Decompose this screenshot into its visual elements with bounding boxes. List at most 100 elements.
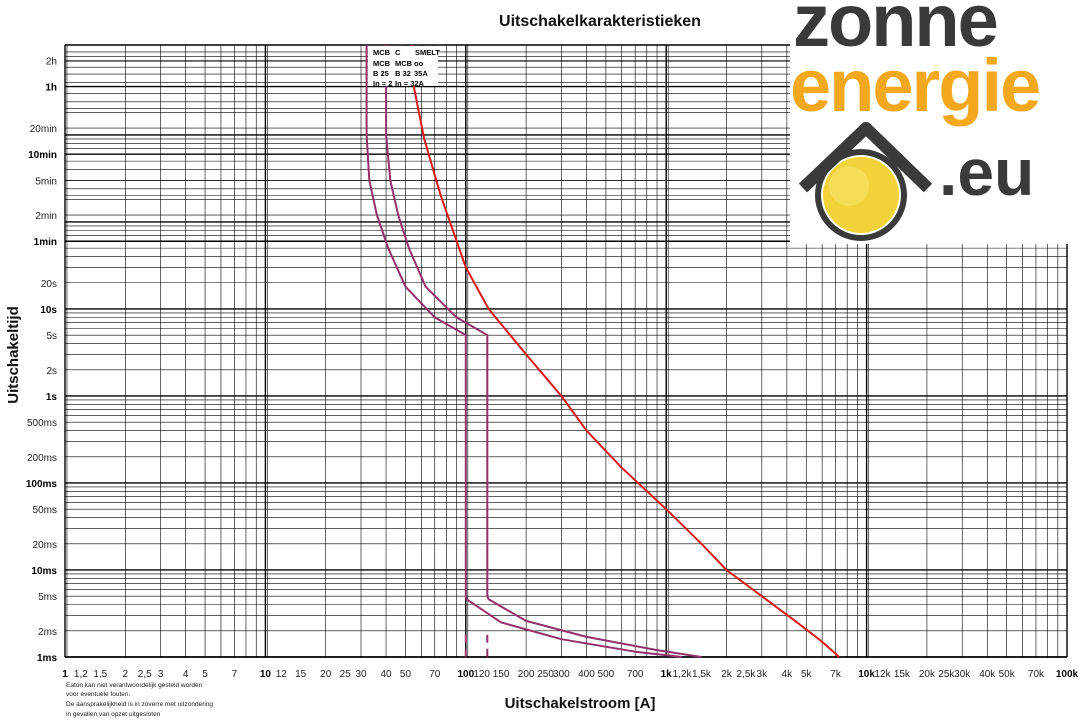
disclaimer-line-1: Eaton kan niet verantwoordelijk gesteld … [66,682,203,689]
x-tick-label: 40k [979,669,996,680]
y-tick-label: 20s [41,279,57,290]
x-tick-label: 10 [260,669,272,680]
x-tick-label: 20k [919,669,936,680]
x-tick-label: 25 [340,669,352,680]
x-tick-label: 7k [830,669,842,680]
disclaimer-line-2: voor eventuele fouten. [66,691,131,698]
x-tick-label: 25k [938,669,955,680]
y-tick-label: 10s [40,305,57,316]
y-tick-labels: 1ms 2ms 5ms 10ms 20ms 50ms 100ms 200ms 500ms 1s 2s… [26,56,58,664]
series-line-0 [365,45,683,658]
y-tick-label: 10ms [31,566,57,577]
y-tick-label: 200ms [27,453,57,464]
x-tick-label: 100 [457,669,474,680]
x-tick-label: 1,2 [74,669,88,680]
chart-series [365,44,840,658]
x-tick-label: 12k [874,669,891,680]
x-tick-label: 100k [1056,669,1079,680]
x-tick-label: 1k [661,669,673,680]
x-tick-label: 500 [598,669,615,680]
x-tick-label: 3k [757,669,769,680]
y-axis-label: Uitschakeltijd [5,306,22,404]
x-tick-label: 5 [202,669,208,680]
x-tick-label: 4k [782,669,794,680]
x-tick-label: 2k [721,669,733,680]
disclaimer-line-4: in gevallen van opzet uitgesloten [66,711,161,718]
x-tick-label: 1,5 [93,669,107,680]
zonne-energie-logo: zonne energie .eu [790,0,1084,244]
x-tick-label: 70k [1028,669,1045,680]
legend-text: MCB [373,48,391,57]
x-tick-label: 5k [801,669,813,680]
legend-text: MCB [373,59,391,68]
x-tick-label: 300 [553,669,570,680]
logo-line-energie: energie [790,44,1039,127]
y-tick-label: 100ms [26,479,58,490]
y-tick-label: 20ms [33,540,57,551]
legend-text: SMELT [415,48,440,57]
x-tick-label: 10k [858,669,875,680]
x-tick-label: 700 [627,669,644,680]
x-tick-label: 30k [954,669,971,680]
x-tick-label: 2,5 [138,669,152,680]
y-tick-label: 10min [28,150,57,161]
legend-text: B 25 [373,69,389,78]
y-tick-label: 1ms [37,653,57,664]
y-tick-label: 2ms [38,627,57,638]
x-tick-label: 200 [518,669,535,680]
legend-text: In = 32A [395,79,425,88]
x-axis-label: Uitschakelstroom [A] [505,695,656,712]
x-tick-label: 2,5k [736,669,756,680]
x-tick-label: 4 [183,669,189,680]
legend-text: oo [414,59,424,68]
disclaimer-notes: Eaton kan niet verantwoordelijk gesteld … [66,682,213,718]
x-tick-label: 150 [493,669,510,680]
x-tick-label: 400 [578,669,595,680]
y-tick-label: 5ms [38,592,57,603]
disclaimer-line-3: De aansprakelijkheid is in zoverre met u… [66,701,213,708]
x-tick-label: 30 [355,669,367,680]
y-tick-label: 2s [46,366,57,377]
series-line-2 [411,44,840,658]
x-tick-labels: 1 1,2 1,5 2 2,5 3 4 5 7 10 12 15 20 25 30 40 50 70 100 120 1… [62,669,1078,680]
y-tick-label: 2h [46,56,57,67]
x-tick-label: 120 [473,669,490,680]
legend-text: C [395,48,401,57]
legend-text: MCB [395,59,413,68]
y-tick-label: 1min [34,237,57,248]
legend-text: 35A [414,69,428,78]
x-tick-label: 12 [276,669,288,680]
x-tick-label: 50 [400,669,412,680]
x-tick-label: 20 [320,669,332,680]
y-tick-label: 2min [35,211,57,222]
y-tick-label: 50ms [33,505,57,516]
y-tick-label: 5min [35,176,57,187]
y-tick-label: 500ms [27,418,57,429]
x-tick-label: 1,2k [673,669,693,680]
x-tick-label: 3 [158,669,164,680]
x-tick-label: 7 [232,669,238,680]
logo-line-zonne: zonne [793,0,997,62]
x-tick-label: 15 [295,669,307,680]
x-tick-label: 2 [123,669,129,680]
house-sun-icon [798,122,933,241]
x-tick-label: 50k [999,669,1016,680]
legend-text: B 32 [395,69,411,78]
x-tick-label: 1 [62,669,68,680]
y-tick-label: 1h [45,83,57,94]
logo-line-eu: .eu [939,135,1034,209]
y-tick-label: 5s [46,331,57,342]
x-tick-label: 70 [429,669,441,680]
y-tick-label: 1s [46,392,58,403]
x-tick-label: 1,5k [692,669,712,680]
chart-grid [64,44,1068,658]
chart-title: Uitschakelkarakteristieken [499,13,701,30]
legend-box [368,46,438,86]
x-tick-label: 250 [537,669,554,680]
x-tick-label: 15k [894,669,911,680]
legend-text: In = 2 [373,79,392,88]
y-tick-label: 20min [30,124,57,135]
x-tick-label: 40 [380,669,392,680]
